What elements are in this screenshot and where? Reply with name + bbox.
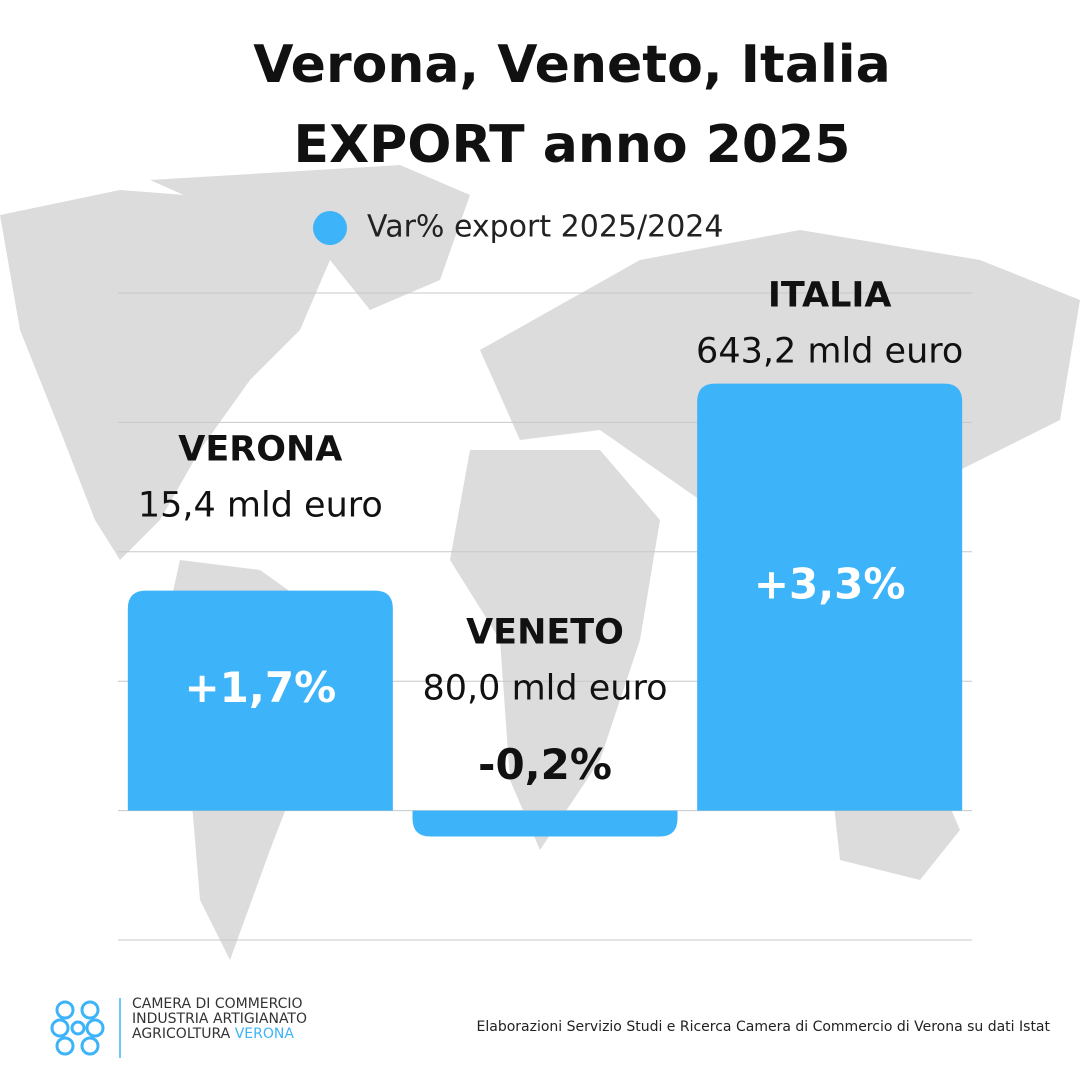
category-label: ITALIA — [768, 276, 892, 316]
logo-text: INDUSTRIA ARTIGIANATO — [132, 1011, 307, 1027]
logo-text: CAMERA DI COMMERCIO — [132, 996, 303, 1012]
value-label: +3,3% — [754, 560, 906, 609]
logo-highlight: VERONA — [235, 1026, 295, 1042]
bar — [697, 383, 963, 811]
bar — [127, 590, 393, 811]
bar — [412, 810, 678, 837]
legend-label: Var% export 2025/2024 — [367, 210, 723, 245]
value-label: +1,7% — [184, 663, 336, 712]
value-label: -0,2% — [478, 740, 612, 789]
category-note: 15,4 mld euro — [138, 486, 383, 526]
category-label: VERONA — [178, 430, 342, 470]
category-label: VENETO — [466, 613, 624, 653]
chart-subtitle: EXPORT anno 2025 — [294, 115, 851, 175]
logo: CAMERA DI COMMERCIO INDUSTRIA ARTIGIANAT… — [50, 996, 307, 1058]
chart-title: Verona, Veneto, Italia — [253, 35, 890, 95]
category-note: 80,0 mld euro — [423, 669, 668, 709]
logo-text: AGRICOLTURA VERONA — [132, 1026, 294, 1042]
legend-swatch — [313, 211, 347, 245]
logo-text: AGRICOLTURA — [132, 1026, 231, 1042]
source-note: Elaborazioni Servizio Studi e Ricerca Ca… — [477, 1019, 1051, 1035]
category-note: 643,2 mld euro — [696, 332, 963, 372]
